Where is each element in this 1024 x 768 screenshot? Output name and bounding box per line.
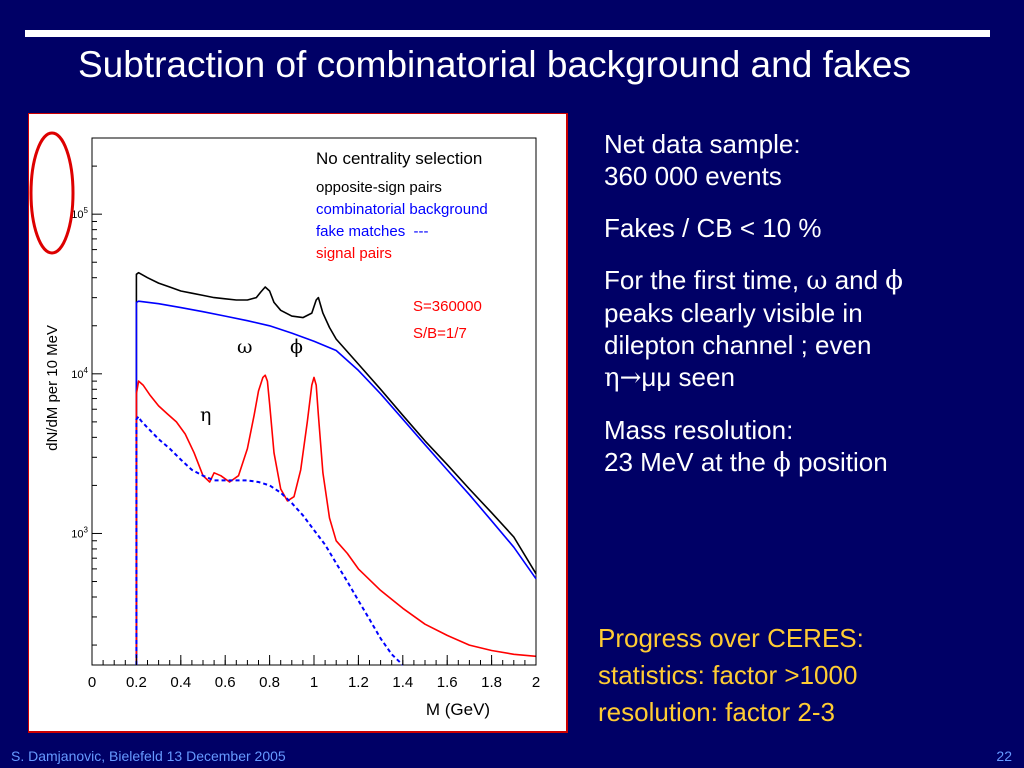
notes-panel: Net data sample: 360 000 events Fakes / …	[604, 128, 1019, 499]
series-line-fake-matches	[135, 415, 404, 666]
omega-peak-label: ω	[237, 336, 253, 358]
legend-combinatorial: combinatorial background	[316, 201, 488, 218]
progress-line2: statistics: factor >1000	[598, 660, 858, 690]
x-tick-label: 0.2	[126, 674, 147, 691]
note-resolution: Mass resolution: 23 MeV at the ϕ positio…	[604, 414, 1019, 479]
mass-spectrum-chart: 103 104 105 0 0.2 0.4 0.6 0.8 1 1.2 1.4 1.6 1.8 2 No…	[28, 113, 568, 733]
stat-signal-to-background: S/B=1/7	[413, 325, 467, 342]
note-peaks-phi: ϕ	[885, 266, 904, 296]
footer-author: S. Damjanovic, Bielefeld 13 December 200…	[11, 748, 286, 764]
y-axis-label: dN/dM per 10 MeV	[44, 325, 61, 451]
note-resolution-phi: ϕ	[773, 448, 791, 478]
progress-line3: resolution: factor 2-3	[598, 697, 836, 727]
series-layer	[135, 271, 537, 666]
note-peaks-eta: η	[604, 363, 620, 393]
y-tick-label: 104	[71, 366, 88, 381]
x-tick-label: 1.6	[437, 674, 458, 691]
x-tick-label: 1.8	[481, 674, 502, 691]
y-tick-label: 103	[71, 525, 88, 540]
note-peaks-arrow: →	[619, 363, 642, 393]
series-line-combinatorial-background	[135, 300, 537, 665]
legend-title: No centrality selection	[316, 149, 482, 168]
plot-paper	[28, 113, 568, 733]
note-sample-line2: 360 000 events	[604, 161, 782, 191]
x-tick-label: 1.2	[348, 674, 369, 691]
x-tick-label: 2	[532, 674, 540, 691]
y-axis-ticks: 103 104 105	[71, 137, 102, 646]
note-sample-line1: Net data sample:	[604, 129, 801, 159]
x-tick-label: 0.6	[215, 674, 236, 691]
note-fakes-text: Fakes / CB < 10 %	[604, 213, 822, 243]
note-peaks: For the first time, ω and ϕ peaks clearl…	[604, 264, 1019, 394]
note-peaks-tail: μμ seen	[641, 362, 735, 392]
note-peaks-b: and	[827, 265, 886, 295]
note-resolution-line1: Mass resolution:	[604, 415, 794, 445]
progress-line1: Progress over CERES:	[598, 623, 864, 653]
note-fakes: Fakes / CB < 10 %	[604, 212, 1019, 244]
title-rule	[25, 30, 990, 37]
eta-peak-label: η	[200, 404, 211, 426]
note-peaks-a: For the first time,	[604, 265, 807, 295]
progress-panel: Progress over CERES: statistics: factor …	[598, 620, 1018, 731]
y-tick-label: 105	[71, 206, 88, 221]
x-tick-label: 0.4	[170, 674, 191, 691]
plot-panel: 103 104 105 0 0.2 0.4 0.6 0.8 1 1.2 1.4 1.6 1.8 2 No…	[28, 113, 568, 733]
x-tick-label: 0	[88, 674, 96, 691]
note-resolution-a: 23 MeV at the	[604, 447, 774, 477]
x-axis-label: M (GeV)	[426, 700, 490, 719]
note-peaks-line2: peaks clearly visible in	[604, 298, 863, 328]
note-peaks-line3: dilepton channel ; even	[604, 330, 872, 360]
footer-page-number: 22	[996, 748, 1012, 764]
x-tick-label: 1.4	[392, 674, 413, 691]
legend-opposite-sign: opposite-sign pairs	[316, 179, 442, 196]
note-sample: Net data sample: 360 000 events	[604, 128, 1019, 192]
phi-peak-label: ϕ	[290, 336, 303, 358]
legend-signal: signal pairs	[316, 245, 392, 262]
x-axis-ticks: 0 0.2 0.4 0.6 0.8 1 1.2 1.4 1.6 1.8 2	[88, 655, 540, 691]
x-tick-label: 0.8	[259, 674, 280, 691]
legend-fakes: fake matches ---	[316, 223, 429, 240]
series-line-opposite-sign-pairs	[135, 271, 537, 665]
note-resolution-b: position	[790, 447, 888, 477]
note-peaks-omega: ω	[806, 266, 828, 296]
series-line-signal-pairs	[135, 374, 537, 665]
slide-title: Subtraction of combinatorial background …	[78, 44, 912, 85]
x-tick-label: 1	[310, 674, 318, 691]
ylabel-highlight-circle	[29, 131, 75, 255]
stat-signal-count: S=360000	[413, 298, 482, 315]
